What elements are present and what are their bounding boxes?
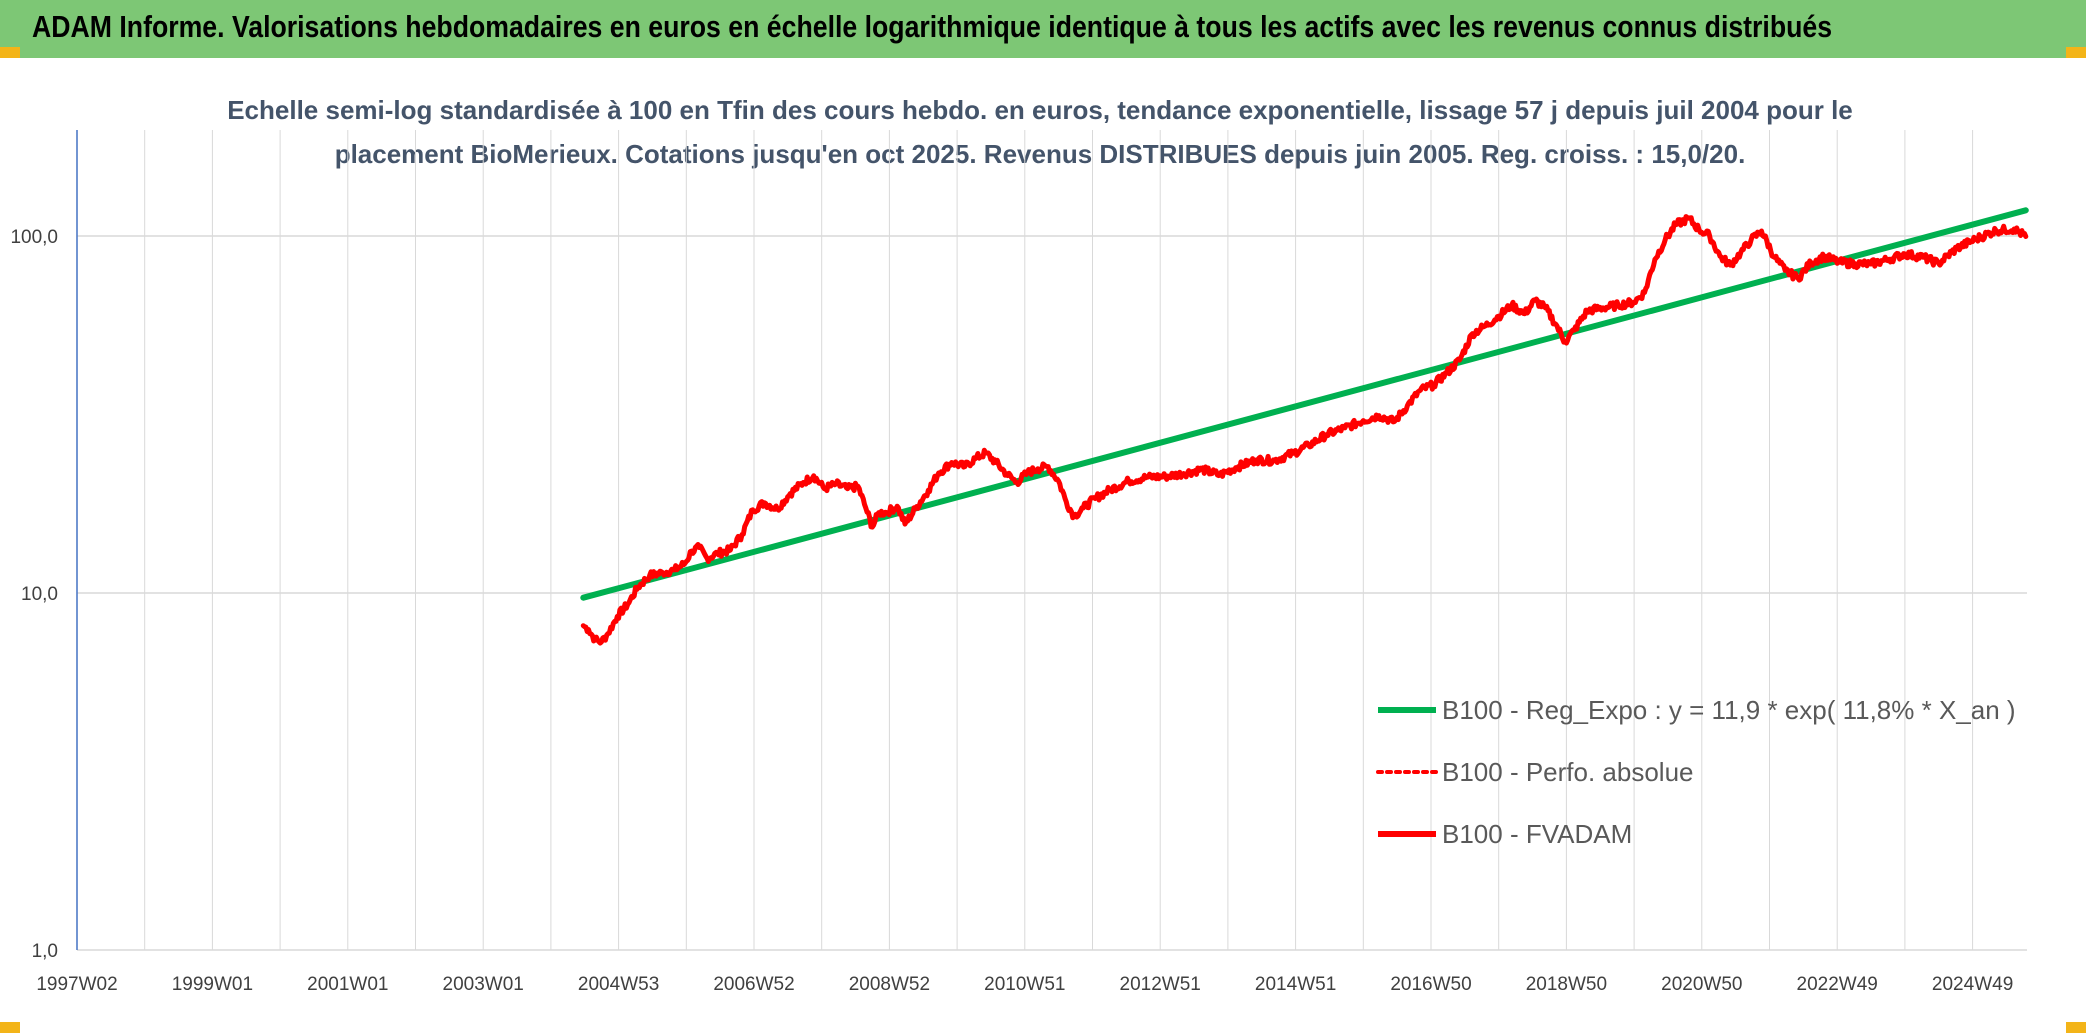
x-tick-label: 1997W02	[36, 974, 117, 995]
corner-mark-top-right	[2066, 47, 2086, 58]
title-banner: ADAM Informe. Valorisations hebdomadaire…	[0, 0, 2086, 58]
x-tick-label: 2018W50	[1526, 974, 1607, 995]
x-tick-label: 2006W52	[713, 974, 794, 995]
x-tick-label: 2004W53	[578, 974, 659, 995]
x-tick-label: 2016W50	[1390, 974, 1471, 995]
series-line	[580, 214, 2029, 646]
legend-label: B100 - Perfo. absolue	[1442, 757, 1694, 787]
series-line	[580, 207, 2029, 601]
x-tick-label: 2020W50	[1661, 974, 1742, 995]
y-tick-label: 10,0	[21, 584, 58, 605]
x-tick-label: 2010W51	[984, 974, 1065, 995]
series-lines	[580, 207, 2029, 646]
x-tick-labels: 1997W02 1999W01 2001W01 2003W01 2004W53 2006W…	[36, 974, 2013, 995]
corner-mark-bottom-right	[2066, 1022, 2086, 1033]
y-tick-label: 100,0	[10, 227, 58, 248]
x-tick-label: 2022W49	[1797, 974, 1878, 995]
x-tick-label: 2003W01	[443, 974, 524, 995]
y-tick-labels: 1,0 10,0 100,0	[10, 227, 58, 962]
x-tick-label: 1999W01	[172, 974, 253, 995]
legend-label: B100 - FVADAM	[1442, 819, 1632, 849]
x-tick-label: 2001W01	[307, 974, 388, 995]
grid-lines	[76, 130, 2027, 951]
x-tick-label: 2012W51	[1120, 974, 1201, 995]
report-title: ADAM Informe. Valorisations hebdomadaire…	[32, 9, 1833, 44]
chart-legend: B100 - Reg_Expo : y = 11,9 * exp( 11,8% …	[1376, 695, 2016, 849]
corner-mark-top-left	[0, 47, 20, 58]
x-tick-label: 2014W51	[1255, 974, 1336, 995]
corner-mark-bottom-left	[0, 1022, 20, 1033]
chart-title: Echelle semi-log standardisée à 100 en T…	[227, 95, 1853, 169]
x-tick-label: 2024W49	[1932, 974, 2013, 995]
legend-label: B100 - Reg_Expo : y = 11,9 * exp( 11,8% …	[1442, 695, 2016, 725]
x-tick-label: 2008W52	[849, 974, 930, 995]
y-tick-label: 1,0	[32, 941, 58, 962]
